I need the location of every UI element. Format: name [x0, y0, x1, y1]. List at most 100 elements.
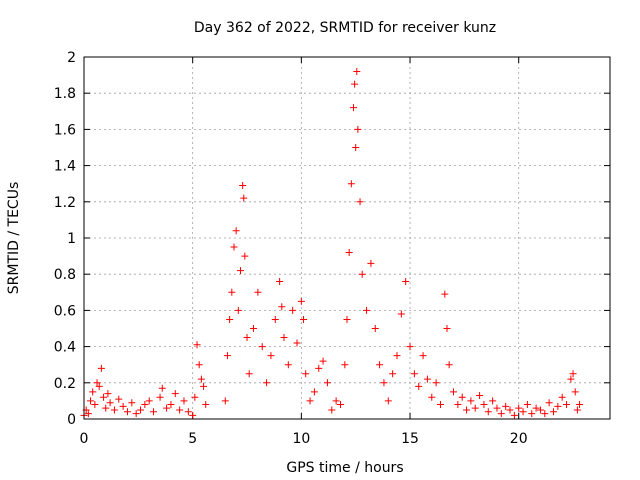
- data-point: [297, 297, 305, 305]
- y-tick-label: 0.8: [54, 267, 76, 283]
- y-tick-label: 0.2: [54, 376, 76, 392]
- data-point: [402, 277, 410, 285]
- data-point: [310, 388, 318, 396]
- y-tick-label: 2: [67, 50, 76, 66]
- data-point: [428, 393, 436, 401]
- data-point: [106, 399, 114, 407]
- data-point: [319, 357, 327, 365]
- data-point: [389, 370, 397, 378]
- data-point: [443, 325, 451, 332]
- data-point: [128, 399, 136, 407]
- data-point: [163, 404, 171, 412]
- data-point: [189, 411, 197, 419]
- data-point: [258, 343, 266, 351]
- data-point: [167, 401, 175, 409]
- data-point: [284, 361, 292, 369]
- data-point: [91, 401, 99, 409]
- data-point: [141, 401, 149, 409]
- data-point: [345, 248, 353, 256]
- data-point: [328, 406, 336, 414]
- data-point: [332, 397, 340, 405]
- data-point: [156, 393, 164, 401]
- data-point: [236, 267, 244, 275]
- data-point: [363, 306, 371, 314]
- data-point: [158, 384, 166, 392]
- x-axis-label: GPS time / hours: [286, 460, 403, 476]
- data-point: [323, 379, 331, 387]
- data-point: [221, 397, 229, 405]
- data-point: [336, 401, 344, 409]
- data-point: [271, 315, 279, 323]
- data-point: [239, 182, 247, 190]
- y-tick-label: 1.2: [54, 195, 76, 211]
- data-point: [410, 370, 418, 378]
- data-point: [195, 361, 203, 369]
- y-tick-label: 0.4: [54, 340, 76, 356]
- data-point: [436, 401, 444, 409]
- data-point: [234, 306, 242, 314]
- y-tick-label: 1.4: [54, 159, 76, 175]
- data-point: [132, 410, 140, 418]
- data-point: [576, 401, 584, 409]
- data-point: [267, 352, 275, 360]
- x-tick-label: 15: [401, 431, 419, 447]
- data-point: [563, 401, 571, 409]
- data-point: [423, 375, 431, 383]
- data-point: [353, 67, 361, 75]
- data-point: [569, 370, 577, 378]
- data-point: [350, 104, 358, 112]
- data-point: [150, 408, 158, 416]
- data-point: [358, 270, 366, 278]
- data-point: [506, 406, 514, 414]
- axis-ticks: 00.20.40.60.811.21.41.61.820 5 10 15 20: [54, 50, 610, 447]
- plot-frame: [83, 56, 611, 420]
- data-point: [567, 375, 575, 383]
- data-point: [519, 408, 527, 416]
- data-point: [471, 404, 479, 412]
- data-point: [119, 402, 127, 410]
- data-point: [89, 388, 97, 396]
- data-point: [202, 401, 210, 409]
- data-point: [356, 198, 364, 206]
- data-point: [180, 397, 188, 405]
- y-tick-label: 1.6: [54, 122, 76, 138]
- data-point: [84, 410, 92, 418]
- data-point: [300, 315, 308, 323]
- data-point: [450, 388, 458, 396]
- x-tick-label: 20: [510, 431, 528, 447]
- data-point: [458, 393, 466, 401]
- data-point: [87, 397, 95, 405]
- data-point: [371, 325, 379, 332]
- data-point: [243, 334, 251, 342]
- data-point: [419, 352, 427, 360]
- data-point: [102, 404, 110, 412]
- data-point: [240, 194, 248, 202]
- data-point: [250, 325, 258, 332]
- data-point: [493, 404, 501, 412]
- data-point: [352, 144, 360, 151]
- y-tick-label: 1: [67, 231, 76, 247]
- data-point: [197, 375, 205, 383]
- data-point: [497, 410, 505, 418]
- y-tick-label: 1.8: [54, 86, 76, 102]
- x-tick-label: 10: [292, 431, 310, 447]
- data-point: [541, 410, 549, 418]
- y-tick-label: 0: [67, 412, 76, 428]
- data-point: [93, 379, 101, 387]
- data-point: [510, 411, 518, 419]
- data-points: [80, 67, 584, 419]
- data-point: [193, 341, 201, 349]
- x-tick-label: 0: [80, 431, 89, 447]
- data-point: [476, 391, 484, 399]
- data-point: [454, 401, 462, 409]
- data-point: [191, 393, 199, 401]
- data-point: [376, 361, 384, 369]
- data-point: [432, 379, 440, 387]
- data-point: [241, 252, 249, 260]
- y-axis-label: SRMTID / TECUs: [6, 182, 22, 295]
- data-point: [100, 393, 108, 401]
- data-point: [384, 397, 392, 405]
- data-point: [200, 382, 208, 390]
- data-point: [523, 401, 531, 409]
